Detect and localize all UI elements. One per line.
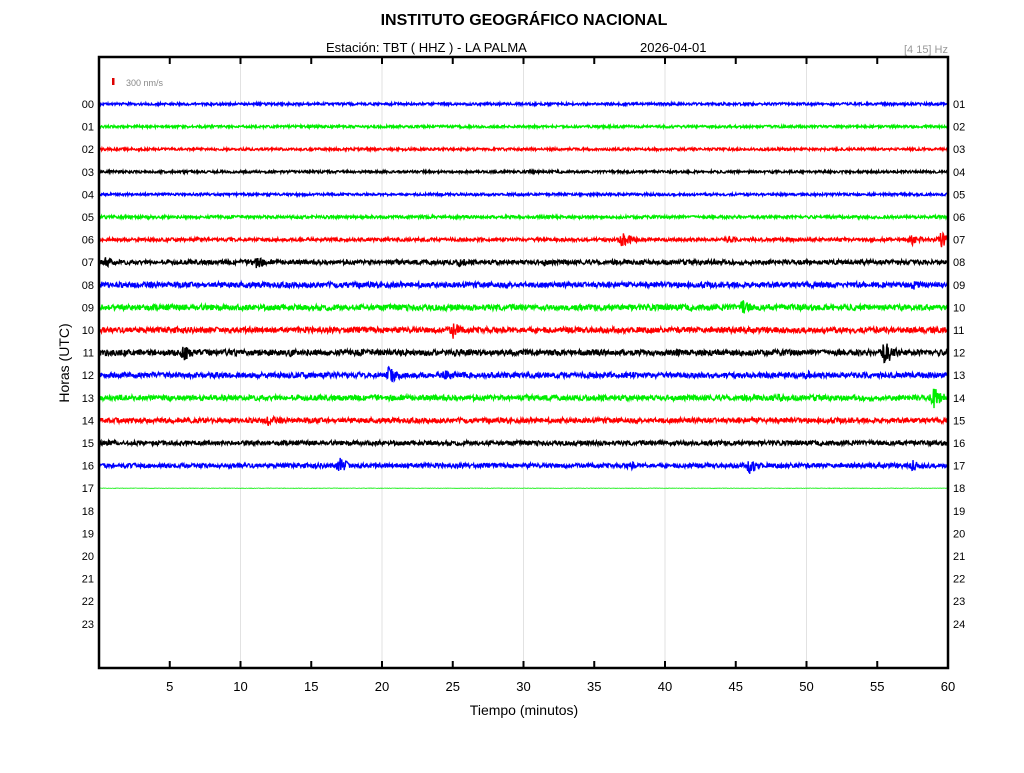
hour-label-right: 20 — [953, 528, 965, 540]
hour-label-left: 06 — [82, 235, 94, 247]
x-tick-label: 60 — [941, 679, 955, 694]
hour-label-right: 02 — [953, 122, 965, 134]
hour-label-right: 05 — [953, 189, 965, 201]
date-label: 2026-04-01 — [640, 40, 707, 55]
hour-label-right: 04 — [953, 167, 965, 179]
hour-label-left: 02 — [82, 144, 94, 156]
hour-label-left: 12 — [82, 370, 94, 382]
hour-label-right: 12 — [953, 348, 965, 360]
hour-label-left: 09 — [82, 302, 94, 314]
station-label: Estación: TBT ( HHZ ) - LA PALMA — [326, 40, 527, 55]
filter-label: [4 15] Hz — [904, 44, 948, 56]
hour-label-left: 18 — [82, 506, 94, 518]
x-tick-label: 20 — [375, 679, 389, 694]
hour-label-left: 15 — [82, 438, 94, 450]
hour-label-right: 01 — [953, 99, 965, 111]
y-axis-label: Horas (UTC) — [56, 323, 72, 402]
hour-label-left: 04 — [82, 189, 94, 201]
x-tick-label: 50 — [799, 679, 813, 694]
x-axis-label: Tiempo (minutos) — [470, 702, 578, 718]
hour-label-right: 08 — [953, 257, 965, 269]
scale-bar — [112, 78, 115, 85]
x-tick-label: 5 — [166, 679, 173, 694]
x-tick-label: 25 — [446, 679, 460, 694]
hour-label-right: 10 — [953, 302, 965, 314]
hour-labels-right: 01 02 03 04 05 06 07 08 09 10 11 12 13 14 15 16 17 18 19 20… — [953, 99, 965, 631]
x-tick-label: 40 — [658, 679, 672, 694]
hour-label-right: 11 — [953, 325, 964, 337]
seismic-trace-hour-5 — [99, 216, 948, 219]
hour-label-right: 17 — [953, 461, 965, 473]
hour-label-left: 21 — [82, 574, 94, 586]
hour-label-left: 17 — [82, 483, 94, 495]
seismic-trace-hour-15 — [99, 441, 948, 445]
hour-label-right: 22 — [953, 574, 965, 586]
hour-label-left: 22 — [82, 596, 94, 608]
hour-label-right: 24 — [953, 619, 965, 631]
hour-label-right: 14 — [953, 393, 965, 405]
hour-label-left: 07 — [82, 257, 94, 269]
hour-label-left: 08 — [82, 280, 94, 292]
x-tick-label: 30 — [516, 679, 530, 694]
x-tick-label: 15 — [304, 679, 318, 694]
hour-label-left: 14 — [82, 415, 94, 427]
hour-label-right: 23 — [953, 596, 965, 608]
hour-label-right: 19 — [953, 506, 965, 518]
hour-label-right: 03 — [953, 144, 965, 156]
seismic-trace-hour-4 — [99, 193, 948, 195]
hour-label-left: 23 — [82, 619, 94, 631]
hour-label-right: 13 — [953, 370, 965, 382]
hour-label-right: 15 — [953, 415, 965, 427]
hour-label-right: 09 — [953, 280, 965, 292]
hour-label-right: 06 — [953, 212, 965, 224]
hour-label-left: 16 — [82, 461, 94, 473]
hour-label-left: 11 — [83, 348, 94, 360]
x-tick-label: 55 — [870, 679, 884, 694]
x-tick-labels: 5 10 15 20 25 30 35 40 45 50 55 60 — [166, 679, 955, 694]
x-tick-label: 45 — [729, 679, 743, 694]
x-tick-label: 35 — [587, 679, 601, 694]
hour-label-left: 00 — [82, 99, 94, 111]
hour-label-right: 21 — [953, 551, 965, 563]
hour-label-left: 20 — [82, 551, 94, 563]
seismic-trace-hour-1 — [99, 125, 948, 127]
hour-label-left: 13 — [82, 393, 94, 405]
hour-label-right: 18 — [953, 483, 965, 495]
hour-label-left: 05 — [82, 212, 94, 224]
hour-label-left: 19 — [82, 528, 94, 540]
hour-label-left: 03 — [82, 167, 94, 179]
x-tick-label: 10 — [233, 679, 247, 694]
hour-label-right: 07 — [953, 235, 965, 247]
hour-label-left: 10 — [82, 325, 94, 337]
hour-label-right: 16 — [953, 438, 965, 450]
hour-labels-left: 00 01 02 03 04 05 06 07 08 09 10 11 12 13 14 15 16 17 18 19… — [82, 99, 94, 631]
seismic-trace-hour-3 — [99, 171, 948, 173]
hour-label-left: 01 — [82, 122, 94, 134]
chart-title: INSTITUTO GEOGRÁFICO NACIONAL — [381, 10, 668, 29]
scale-label: 300 nm/s — [126, 78, 164, 88]
